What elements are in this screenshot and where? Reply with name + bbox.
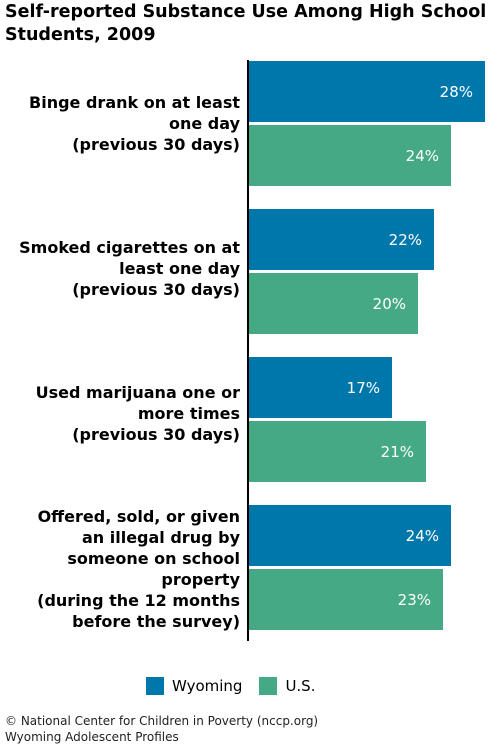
bar-wyoming: 28% <box>249 61 485 122</box>
bar-wyoming: 22% <box>249 209 434 270</box>
chart-title: Self-reported Substance Use Among High S… <box>5 2 487 45</box>
data-label: 24% <box>405 146 439 165</box>
bar-us: 24% <box>249 125 451 186</box>
legend-label: Wyoming <box>172 677 243 695</box>
category-label: Used marijuana one or more times (previo… <box>35 383 240 444</box>
legend-swatch <box>259 677 278 695</box>
data-label: 17% <box>346 378 380 397</box>
data-label: 28% <box>439 82 473 101</box>
category-label: Offered, sold, or given an illegal drug … <box>37 507 240 631</box>
legend-item: U.S. <box>259 677 315 695</box>
bar-wyoming: 17% <box>249 357 392 418</box>
legend-label: U.S. <box>285 677 316 695</box>
bar-us: 23% <box>249 569 443 630</box>
data-label: 24% <box>405 526 439 545</box>
footer-credit: © National Center for Children in Povert… <box>5 714 319 744</box>
data-label: 21% <box>380 442 414 461</box>
data-label: 20% <box>372 294 406 313</box>
data-label: 23% <box>397 590 431 609</box>
category-axis-line <box>247 60 249 641</box>
category-label: Smoked cigarettes on at least one day (p… <box>19 238 240 299</box>
legend-item: Wyoming <box>146 677 242 695</box>
bar-wyoming: 24% <box>249 505 451 566</box>
bar-us: 21% <box>249 421 426 482</box>
category-label: Binge drank on at least one day (previou… <box>29 93 240 154</box>
legend: Wyoming U.S. <box>146 677 332 695</box>
legend-swatch <box>146 677 164 695</box>
bar-us: 20% <box>249 273 418 334</box>
data-label: 22% <box>388 230 422 249</box>
